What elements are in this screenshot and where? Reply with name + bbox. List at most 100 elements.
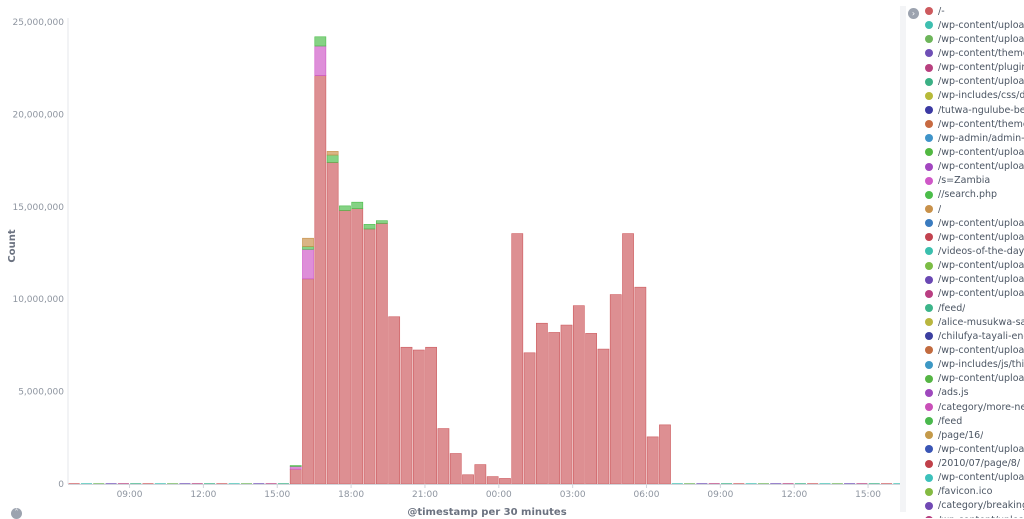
bar-segment[interactable] (314, 36, 327, 47)
bar-segment[interactable] (622, 233, 634, 485)
bar-segment[interactable] (437, 428, 450, 485)
legend-item[interactable]: /wp-content/plugin... (920, 61, 1024, 75)
legend-item[interactable]: /wp-content/uploa... (920, 216, 1024, 230)
legend-swatch-icon (925, 516, 933, 518)
legend-item[interactable]: /wp-content/uploa... (920, 471, 1024, 485)
bar-segment[interactable] (339, 205, 351, 211)
bar-segment[interactable] (302, 249, 314, 280)
bar-segment[interactable] (302, 278, 314, 485)
legend-swatch-icon (925, 162, 933, 171)
bar-segment[interactable] (499, 478, 511, 485)
bar-segment[interactable] (659, 424, 671, 485)
bar-empty (240, 483, 253, 484)
bar-segment[interactable] (302, 237, 314, 247)
legend-item[interactable]: /wp-content/theme... (920, 117, 1024, 131)
bar-segment[interactable] (289, 465, 302, 467)
bar-segment[interactable] (388, 316, 401, 485)
bar-segment[interactable] (289, 466, 302, 470)
legend-item[interactable]: / (920, 202, 1024, 216)
legend-item[interactable]: /wp-content/uploa... (920, 442, 1024, 456)
legend-item[interactable]: /wp-includes/js/thic... (920, 358, 1024, 372)
y-tick-label: 20,000,000 (12, 110, 64, 120)
bar-segment[interactable] (634, 286, 647, 485)
bar-segment[interactable] (326, 151, 339, 156)
legend-item[interactable]: //search.php (920, 188, 1024, 202)
bar-segment[interactable] (363, 224, 376, 230)
legend-item[interactable]: /wp-content/uploa... (920, 259, 1024, 273)
bar-segment[interactable] (314, 75, 327, 485)
bar-segment[interactable] (326, 154, 339, 163)
bar-empty (216, 483, 228, 484)
legend-item[interactable]: /tutwa-ngulube-be... (920, 103, 1024, 117)
legend-label: //search.php (938, 189, 998, 201)
legend-swatch-icon (925, 304, 933, 313)
bar-segment[interactable] (560, 324, 573, 485)
legend-item[interactable]: /wp-content/uploa... (920, 287, 1024, 301)
bar-segment[interactable] (376, 220, 388, 224)
legend-item[interactable]: /page/16/ (920, 428, 1024, 442)
chevron-right-icon[interactable]: › (908, 8, 919, 19)
legend-item[interactable]: /wp-content/uploa... (920, 230, 1024, 244)
bar-segment[interactable] (597, 348, 610, 485)
legend-item[interactable]: /wp-content/uploa... (920, 273, 1024, 287)
legend-swatch-icon (925, 233, 933, 242)
legend-item[interactable]: /wp-includes/css/d... (920, 89, 1024, 103)
x-tick-label: 06:00 (634, 490, 660, 500)
bar-segment[interactable] (646, 436, 659, 485)
legend-item[interactable]: /s=Zambia (920, 174, 1024, 188)
legend-label: /wp-content/plugin... (938, 62, 1024, 74)
bar-segment[interactable] (339, 210, 351, 485)
legend-item[interactable]: /wp-content/uploa... (920, 18, 1024, 32)
bar-segment[interactable] (351, 201, 364, 209)
bar-segment[interactable] (326, 162, 339, 485)
legend-item[interactable]: /category/more-ne... (920, 400, 1024, 414)
bar-segment[interactable] (548, 332, 561, 485)
legend-item[interactable]: /category/breaking... (920, 499, 1024, 513)
bar-segment[interactable] (412, 349, 425, 485)
bar-segment[interactable] (474, 464, 487, 485)
legend-item[interactable]: /- (920, 4, 1024, 18)
bar-segment[interactable] (536, 322, 548, 485)
bar-segment[interactable] (400, 346, 413, 485)
bar-segment[interactable] (302, 246, 314, 250)
bar-segment[interactable] (486, 476, 499, 485)
bar-segment[interactable] (363, 228, 376, 485)
legend-item[interactable]: /favicon.ico (920, 485, 1024, 499)
legend-item[interactable]: /wp-content/uploa... (920, 513, 1024, 518)
legend-label: /wp-content/uploa... (938, 288, 1024, 300)
legend-label: /wp-content/uploa... (938, 373, 1024, 385)
legend-item[interactable]: /videos-of-the-day-2/ (920, 244, 1024, 258)
legend-item[interactable]: /feed/ (920, 301, 1024, 315)
bar-segment[interactable] (449, 453, 462, 485)
legend-item[interactable]: /chilufya-tayali-end... (920, 329, 1024, 343)
bar-segment[interactable] (425, 346, 437, 485)
bar-segment[interactable] (462, 474, 474, 485)
legend-item[interactable]: /wp-content/uploa... (920, 160, 1024, 174)
legend-item[interactable]: /wp-admin/admin-... (920, 131, 1024, 145)
bar-segment[interactable] (511, 233, 524, 485)
bar-segment[interactable] (376, 223, 388, 485)
bar-segment[interactable] (289, 468, 302, 485)
bar-empty (105, 483, 117, 484)
bar-segment[interactable] (523, 352, 536, 485)
bar-segment[interactable] (572, 305, 585, 485)
bar-segment[interactable] (351, 208, 364, 485)
legend-scrollbar[interactable] (900, 6, 906, 512)
chevron-up-icon[interactable]: ˄ (11, 508, 22, 519)
bar-empty (142, 483, 154, 484)
legend-item[interactable]: /wp-content/uploa... (920, 343, 1024, 357)
legend-item[interactable]: /wp-content/uploa... (920, 32, 1024, 46)
bar-segment[interactable] (585, 333, 597, 485)
legend-item[interactable]: /wp-content/theme... (920, 46, 1024, 60)
legend-item[interactable]: /wp-content/uploa... (920, 75, 1024, 89)
legend-item[interactable]: /ads.js (920, 386, 1024, 400)
legend-item[interactable]: /wp-content/uploa... (920, 372, 1024, 386)
legend-item[interactable]: /feed (920, 414, 1024, 428)
legend-swatch-icon (925, 360, 933, 369)
legend-swatch-icon (925, 106, 933, 115)
legend-item[interactable]: /wp-content/uploa... (920, 145, 1024, 159)
legend-item[interactable]: /alice-musukwa-sa... (920, 315, 1024, 329)
bar-segment[interactable] (314, 45, 327, 76)
bar-segment[interactable] (609, 294, 622, 485)
legend-item[interactable]: /2010/07/page/8/ (920, 457, 1024, 471)
